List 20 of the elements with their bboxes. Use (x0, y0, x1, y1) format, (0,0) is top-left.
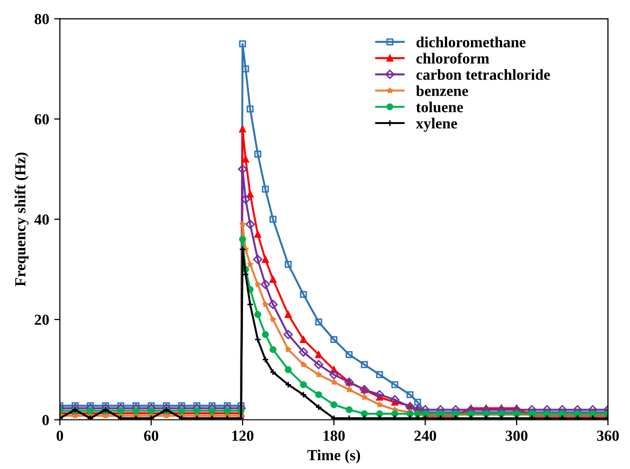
legend-label: xylene (416, 118, 458, 132)
x-tick-label: 300 (506, 430, 528, 441)
x-tick-label: 60 (144, 430, 158, 441)
x-tick-label: 120 (232, 430, 254, 441)
y-tick-label: 40 (34, 214, 49, 225)
y-tick-label: 0 (42, 414, 49, 426)
y-tick-label: 80 (34, 14, 49, 24)
y-axis-title: Frequency shift (Hz) (14, 152, 29, 286)
x-axis-title: Time (s) (307, 450, 360, 464)
x-tick-label: 0 (56, 430, 64, 441)
legend-label: carbon tetrachloride (416, 69, 550, 80)
x-tick-label: 240 (414, 430, 436, 441)
x-tick-label: 360 (597, 430, 619, 441)
y-tick-label: 60 (34, 114, 49, 124)
legend-label: chloroform (416, 52, 490, 64)
legend-label: dichloromethane (416, 36, 526, 48)
y-tick-label: 20 (34, 314, 49, 325)
legend-label: benzene (416, 85, 468, 96)
x-tick-label: 180 (324, 430, 345, 441)
legend-label: toluene (416, 102, 463, 112)
